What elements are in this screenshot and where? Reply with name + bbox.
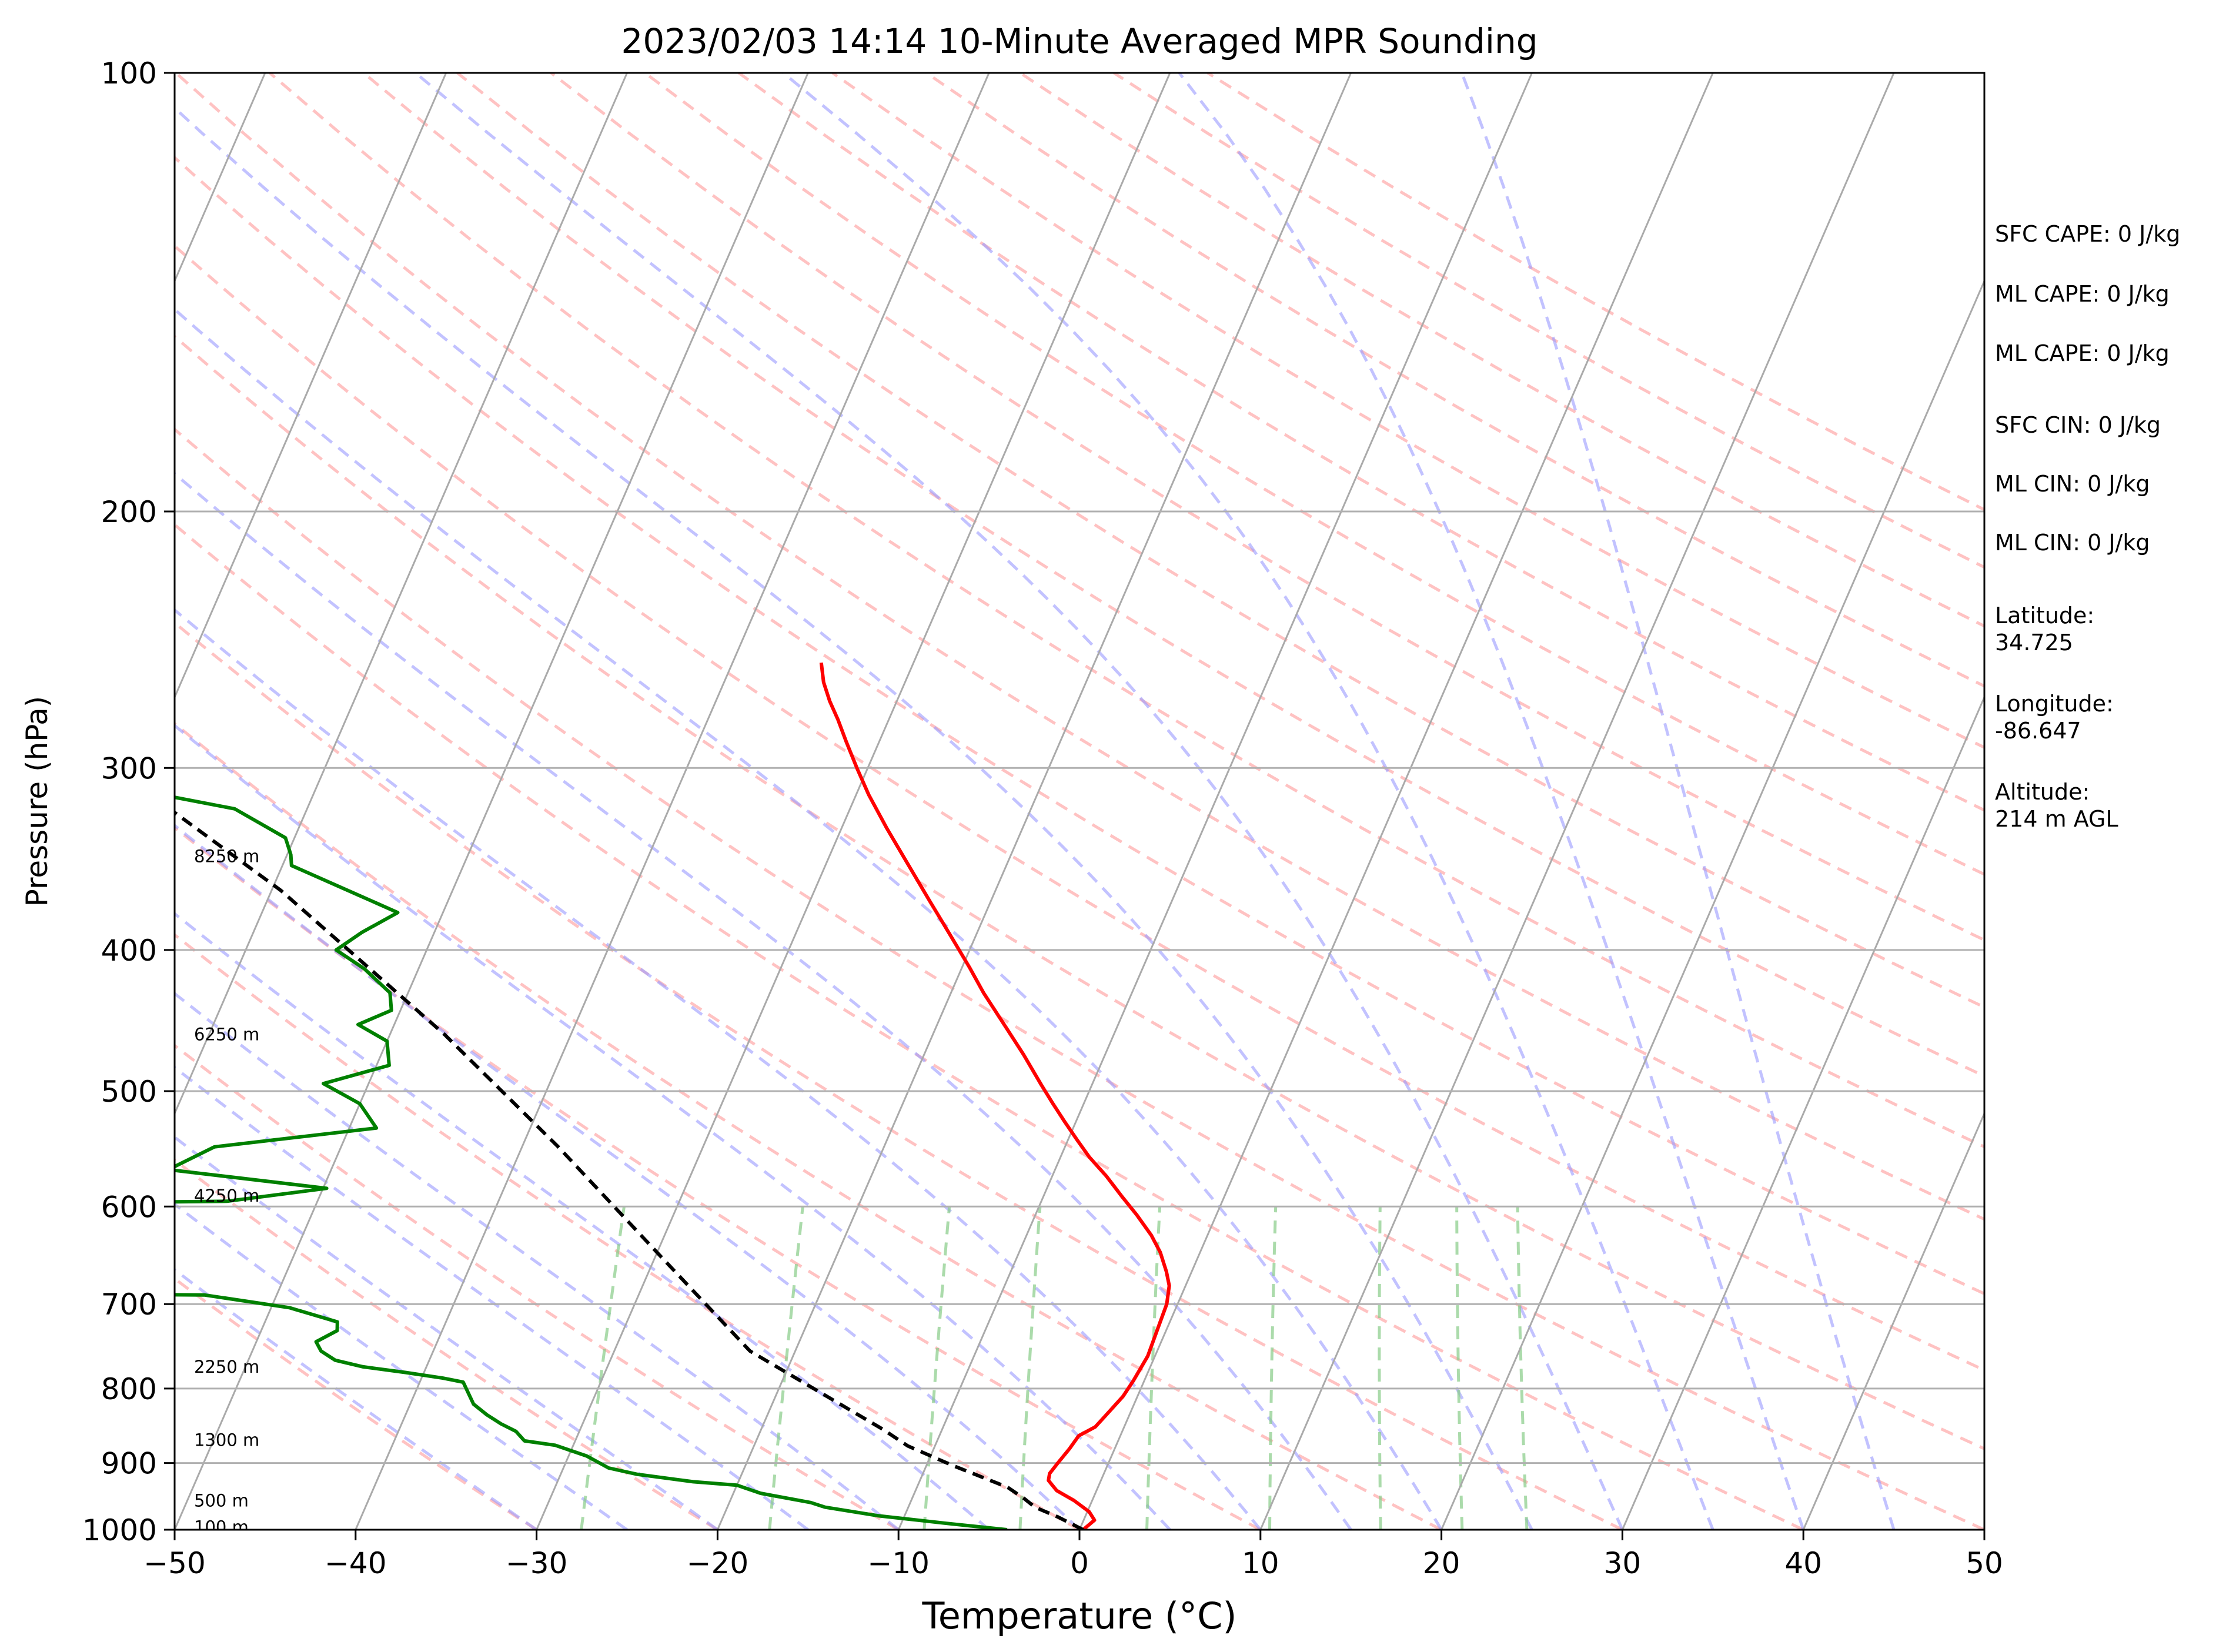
- background-lines: [175, 73, 1984, 1530]
- dry-adiabat-line: [175, 1158, 718, 1530]
- height-label: 4250 m: [194, 1186, 259, 1206]
- x-tick-label: −10: [867, 1546, 930, 1580]
- moist-adiabat-line: [1460, 73, 1896, 1530]
- dewpoint-trace: [175, 795, 1008, 1530]
- isotherm-line: [355, 73, 990, 1530]
- isotherm-line: [1802, 1111, 1984, 1530]
- height-label: 2250 m: [194, 1357, 259, 1377]
- y-tick-label: 900: [101, 1447, 157, 1481]
- isotherm-line: [717, 73, 1352, 1530]
- axes: −50 −40 −30 −20 −10 0 10 20 30 40 50 1000 900 800 700 6…: [82, 56, 2003, 1580]
- mixing-ratio-line: [1145, 1206, 1162, 1530]
- x-tick-label: 40: [1784, 1546, 1822, 1580]
- height-label: 6250 m: [194, 1024, 259, 1044]
- isotherm-line: [536, 73, 1171, 1530]
- chart-title: 2023/02/03 14:14 10-Minute Averaged MPR …: [621, 21, 1538, 61]
- y-tick-label: 100: [101, 56, 157, 91]
- x-tick-label: 30: [1604, 1546, 1642, 1580]
- data-series: 8250 m 6250 m 4250 m 2250 m 1300 m 500 m 100 m: [175, 662, 1171, 1537]
- sfc-cin-text: SFC CIN: 0 J/kg: [1995, 412, 2161, 438]
- parcel-profile: [175, 810, 1084, 1530]
- latitude-text: Latitude: 34.725: [1995, 603, 2095, 656]
- altitude-text: Altitude: 214 m AGL: [1995, 779, 2118, 832]
- moist-adiabat-line: [1178, 73, 1805, 1530]
- moist-adiabat-line: [782, 73, 1714, 1530]
- plot-background: [175, 73, 1984, 1530]
- mixing-ratio-line: [923, 1206, 951, 1530]
- isotherm-line: [1078, 73, 1714, 1530]
- y-tick-label: 1000: [82, 1513, 157, 1547]
- temperature-trace: [819, 662, 1171, 1530]
- ml-cape-text-2: ML CAPE: 0 J/kg: [1995, 340, 2170, 366]
- moist-adiabat-line: [175, 823, 1081, 1530]
- x-tick-label: −30: [506, 1546, 568, 1580]
- isotherm-line: [1440, 279, 1984, 1530]
- mixing-ratio-line: [1018, 1206, 1042, 1530]
- height-label: 500 m: [194, 1490, 249, 1510]
- dry-adiabat-line: [175, 155, 1984, 1296]
- y-tick-label: 200: [101, 495, 157, 529]
- mixing-ratio-line: [580, 1206, 626, 1530]
- height-label: 1300 m: [194, 1430, 259, 1450]
- y-tick-label: 600: [101, 1190, 157, 1224]
- dry-adiabat-line: [175, 523, 1804, 1530]
- x-tick-label: 10: [1242, 1546, 1279, 1580]
- x-tick-label: 20: [1423, 1546, 1460, 1580]
- x-tick-label: −40: [325, 1546, 387, 1580]
- moist-adiabat-line: [175, 991, 900, 1530]
- x-tick-label: 0: [1070, 1546, 1089, 1580]
- y-tick-label: 400: [101, 934, 157, 968]
- ml-cin-text: ML CIN: 0 J/kg: [1995, 471, 2150, 497]
- moist-adiabat-line: [175, 723, 1171, 1530]
- ml-cin-text-2: ML CIN: 0 J/kg: [1995, 530, 2150, 556]
- ml-cape-text: ML CAPE: 0 J/kg: [1995, 281, 2170, 307]
- y-tick-label: 700: [101, 1288, 157, 1322]
- longitude-text: Longitude: -86.647: [1995, 691, 2114, 744]
- x-tick-label: −20: [687, 1546, 749, 1580]
- y-tick-label: 500: [101, 1075, 157, 1109]
- dry-adiabat-line: [175, 1044, 900, 1530]
- moist-adiabat-line: [175, 911, 990, 1530]
- moist-adiabat-line: [175, 106, 1533, 1530]
- dry-adiabat-line: [175, 244, 1984, 1372]
- y-axis-label: Pressure (hPa): [20, 696, 54, 907]
- dry-adiabat-line: [175, 427, 1984, 1530]
- height-label: 8250 m: [194, 847, 259, 867]
- height-label: 100 m: [194, 1517, 249, 1537]
- mixing-ratio-line: [1378, 1206, 1382, 1530]
- dry-adiabat-line: [175, 621, 1623, 1530]
- isotherm-line: [175, 73, 809, 1530]
- moist-adiabat-line: [175, 608, 1262, 1530]
- moist-adiabat-line: [175, 1202, 628, 1530]
- moist-adiabat-line: [175, 1268, 538, 1530]
- mixing-ratio-line: [768, 1206, 804, 1530]
- mixing-ratio-line: [1516, 1206, 1529, 1530]
- dry-adiabat-line: [831, 73, 1984, 750]
- dry-adiabat-line: [175, 825, 1261, 1530]
- dry-adiabat-line: [175, 73, 1984, 1221]
- isotherm-line: [1622, 695, 1984, 1530]
- dry-adiabat-line: [175, 721, 1442, 1530]
- dry-adiabat-line: [175, 335, 1984, 1451]
- mixing-ratio-line: [1268, 1206, 1278, 1530]
- sfc-cape-text: SFC CAPE: 0 J/kg: [1995, 221, 2181, 247]
- isotherm-line: [1259, 73, 1895, 1530]
- dry-adiabat-line: [550, 73, 1984, 942]
- x-tick-label: −50: [143, 1546, 206, 1580]
- x-tick-label: 50: [1966, 1546, 2003, 1580]
- isotherm-line: [175, 73, 447, 700]
- moist-adiabat-line: [175, 1065, 809, 1530]
- x-axis-label: Temperature (°C): [921, 1594, 1236, 1637]
- isotherm-line: [897, 73, 1533, 1530]
- isotherm-line: [175, 73, 628, 1116]
- dry-adiabat-line: [362, 73, 1984, 1078]
- moist-adiabat-line: [175, 1135, 718, 1530]
- dry-adiabat-line: [738, 73, 1984, 812]
- y-tick-label: 800: [101, 1372, 157, 1406]
- moist-adiabat-line: [175, 471, 1352, 1530]
- y-tick-label: 300: [101, 751, 157, 785]
